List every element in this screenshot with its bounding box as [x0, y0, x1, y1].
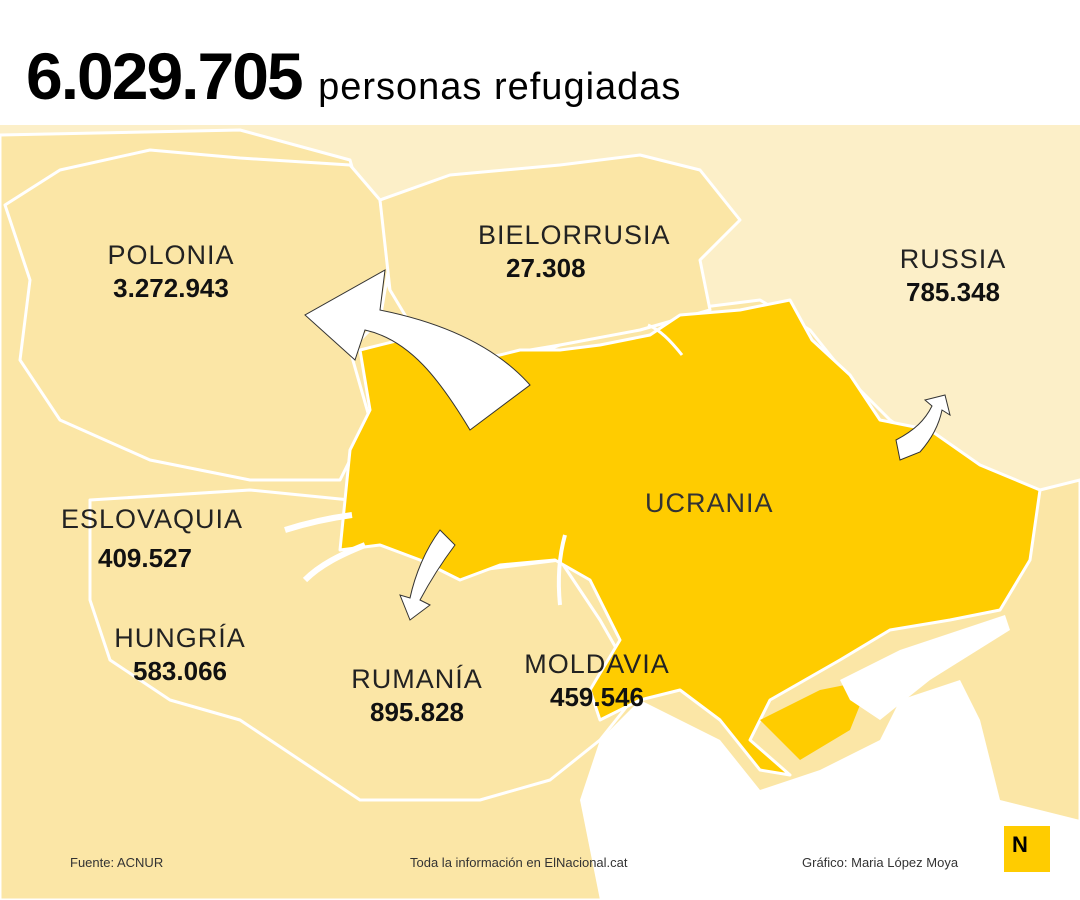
- hungria-name: HUNGRÍA: [114, 623, 246, 653]
- arrow-to-romania: [399, 529, 456, 621]
- rumania-value: 895.828: [370, 697, 464, 727]
- crimea: [760, 680, 870, 760]
- label-russia: RUSSIA 785.348: [895, 244, 1011, 308]
- headline: 6.029.705 personas refugiadas: [26, 38, 681, 114]
- arrow-to-moldova: [556, 534, 567, 606]
- arrow-to-hungary: [302, 542, 367, 583]
- russia-name: RUSSIA: [899, 244, 1007, 274]
- label-hungria: HUNGRÍA 583.066: [114, 623, 246, 687]
- footer-source: Fuente: ACNUR: [70, 855, 164, 870]
- azov-sea: [840, 615, 1010, 720]
- arrow-to-russia: [895, 394, 951, 461]
- footer-credit: Gráfico: Maria López Moya: [802, 855, 959, 870]
- label-eslovaquia: ESLOVAQUIA 409.527: [60, 504, 244, 574]
- eslovaquia-value: 409.527: [98, 543, 192, 573]
- total-refugees: 6.029.705: [26, 39, 304, 113]
- label-rumania: RUMANÍA 895.828: [348, 664, 486, 728]
- hungria-value: 583.066: [133, 656, 227, 686]
- label-bielorrusia: BIELORRUSIA 27.308: [478, 220, 671, 284]
- arrow-to-belarus: [647, 323, 684, 356]
- ukraine-region: [338, 298, 1042, 777]
- polonia-value: 3.272.943: [113, 273, 229, 303]
- headline-label: personas refugiadas: [318, 66, 682, 108]
- russia-value: 785.348: [906, 277, 1000, 307]
- label-ucrania: UCRANIA: [645, 488, 774, 518]
- moldavia-name: MOLDAVIA: [524, 649, 670, 679]
- arrow-to-slovakia: [284, 512, 353, 533]
- elnacional-logo: N: [1004, 826, 1050, 872]
- black-sea: [580, 680, 1080, 900]
- label-polonia: POLONIA 3.272.943: [104, 240, 238, 304]
- footer-info: Toda la información en ElNacional.cat: [410, 855, 628, 870]
- label-moldavia: MOLDAVIA 459.546: [520, 649, 674, 713]
- bielorrusia-name: BIELORRUSIA: [478, 220, 671, 250]
- eslovaquia-name: ESLOVAQUIA: [60, 504, 244, 534]
- arrow-to-poland: [304, 269, 531, 431]
- rumania-name: RUMANÍA: [351, 664, 483, 694]
- moldavia-value: 459.546: [550, 682, 644, 712]
- bielorrusia-value: 27.308: [506, 253, 586, 283]
- polonia-name: POLONIA: [107, 240, 235, 270]
